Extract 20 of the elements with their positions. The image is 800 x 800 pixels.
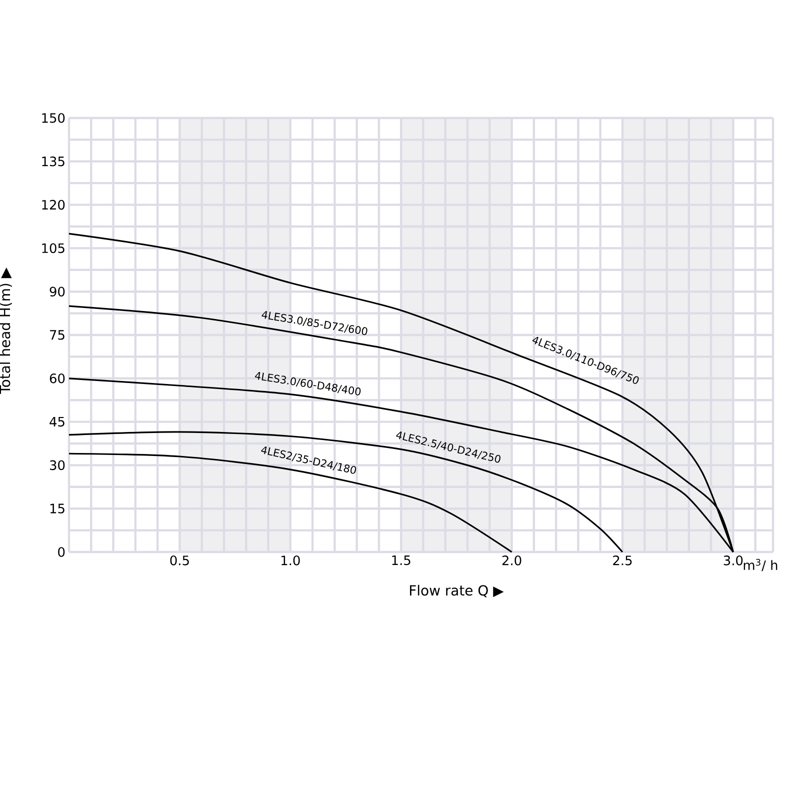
- x-tick-label: 2.0: [502, 556, 522, 566]
- x-tick-label: 3.0: [724, 556, 743, 566]
- y-tick-label: 135: [42, 156, 64, 166]
- y-tick-label: 30: [50, 460, 65, 470]
- y-tick-label: 120: [42, 200, 65, 210]
- y-tick-label: 60: [50, 373, 65, 384]
- y-tick-label: 75: [50, 330, 64, 340]
- y-tick-label: 0: [58, 547, 65, 557]
- x-tick-label: 2.5: [613, 556, 632, 566]
- line-series: [68, 431, 624, 553]
- y-tick-label: 45: [50, 416, 64, 427]
- y-tick-label: 150: [42, 113, 65, 123]
- x-tick-label: 1.0: [282, 556, 300, 566]
- y-tick-label: 90: [50, 286, 65, 296]
- y-tick-label: 105: [42, 243, 64, 254]
- text: m$^{3}$/ h: [744, 558, 778, 572]
- x-tick-label: 0.5: [170, 556, 189, 566]
- x-tick-label: 1.5: [392, 556, 410, 566]
- y-tick-label: 15: [50, 504, 64, 514]
- x-axis-title: Flow rate Q ▶: [410, 584, 504, 598]
